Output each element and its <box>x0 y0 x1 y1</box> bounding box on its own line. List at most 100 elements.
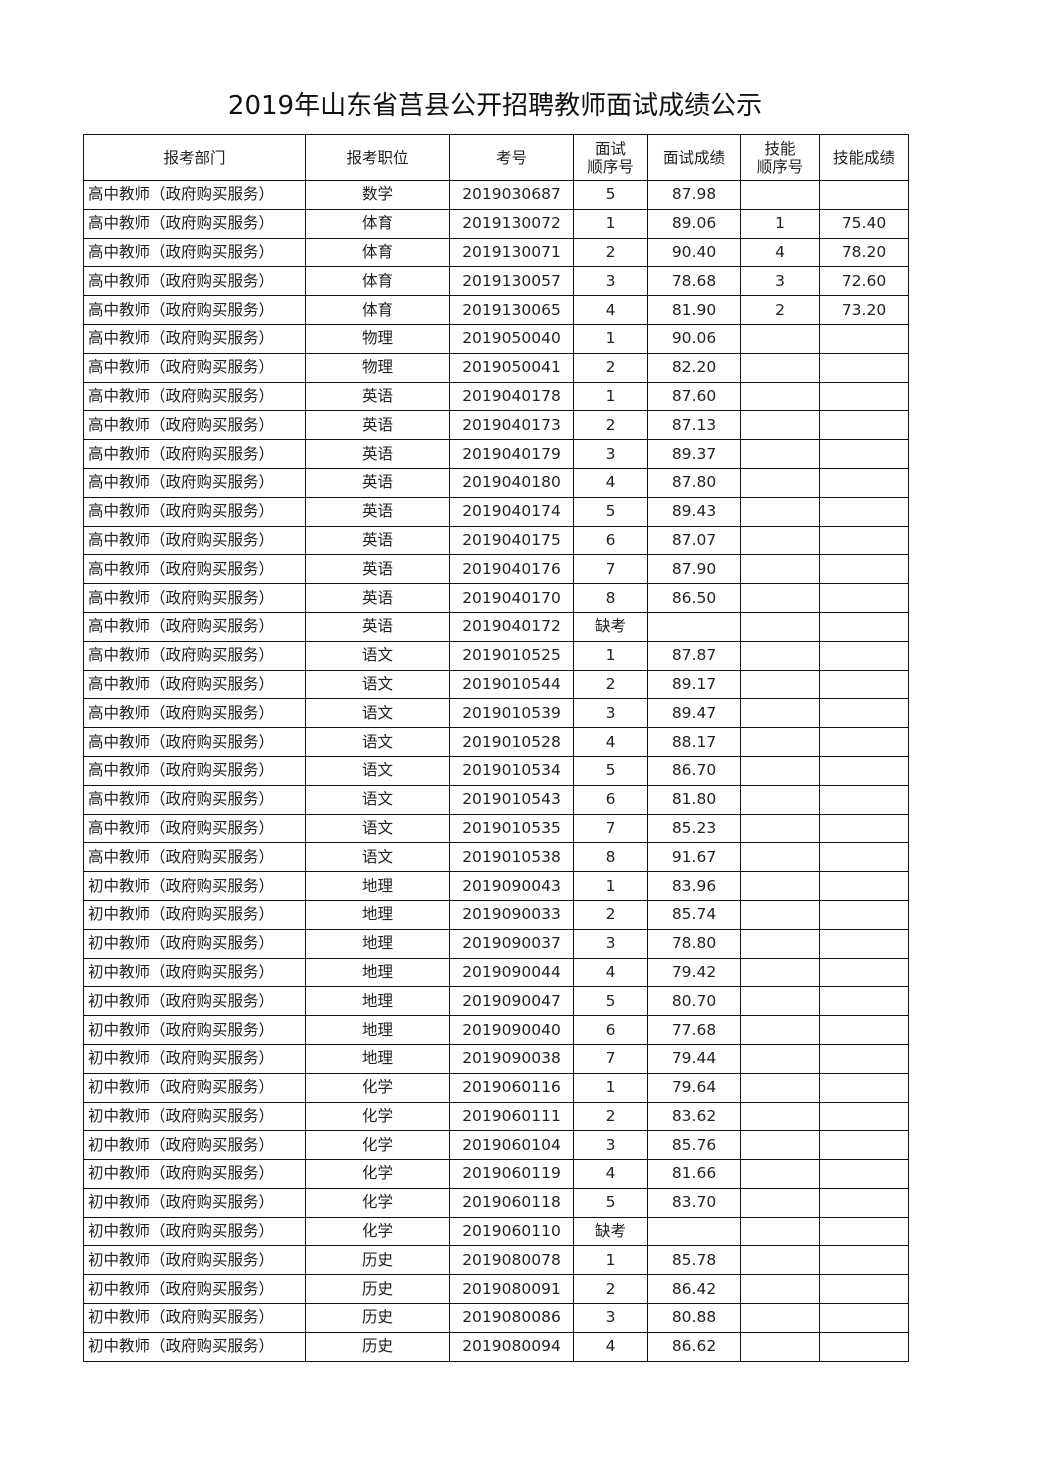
cell-position: 化学 <box>305 1159 450 1189</box>
cell-skill-score <box>819 1187 909 1218</box>
cell-skill-score <box>819 439 909 469</box>
cell-position: 物理 <box>305 352 450 383</box>
cell-skill-order <box>740 1331 820 1362</box>
cell-interview-order: 3 <box>573 928 648 959</box>
table-row: 高中教师（政府购买服务） 体育 2019130057 3 78.68 3 72.60 <box>83 266 909 297</box>
cell-interview-score: 81.66 <box>647 1159 741 1189</box>
table-row: 高中教师（政府购买服务） 语文 2019010543 6 81.80 <box>83 784 909 815</box>
cell-department: 初中教师（政府购买服务） <box>83 871 306 901</box>
cell-position: 地理 <box>305 1015 450 1045</box>
cell-department: 高中教师（政府购买服务） <box>83 237 306 268</box>
cell-skill-score <box>819 381 909 412</box>
cell-interview-order: 5 <box>573 1187 648 1218</box>
cell-exam-number: 2019090033 <box>449 899 574 930</box>
cell-position: 历史 <box>305 1274 450 1305</box>
cell-interview-score <box>647 611 741 642</box>
cell-position: 英语 <box>305 381 450 412</box>
table-row: 高中教师（政府购买服务） 英语 2019040179 3 89.37 <box>83 439 909 469</box>
cell-position: 化学 <box>305 1072 450 1103</box>
cell-position: 英语 <box>305 439 450 469</box>
cell-interview-score: 85.76 <box>647 1130 741 1161</box>
cell-interview-order: 2 <box>573 1274 648 1305</box>
cell-department: 高中教师（政府购买服务） <box>83 295 306 325</box>
cell-skill-order <box>740 986 820 1017</box>
cell-skill-order <box>740 323 820 354</box>
cell-exam-number: 2019080094 <box>449 1331 574 1362</box>
table-row: 初中教师（政府购买服务） 地理 2019090037 3 78.80 <box>83 928 909 959</box>
cell-department: 初中教师（政府购买服务） <box>83 1130 306 1161</box>
column-header-department: 报考部门 <box>83 134 306 181</box>
cell-exam-number: 2019060119 <box>449 1159 574 1189</box>
cell-skill-order <box>740 611 820 642</box>
cell-skill-order <box>740 669 820 700</box>
cell-exam-number: 2019060118 <box>449 1187 574 1218</box>
cell-skill-order <box>740 1043 820 1074</box>
table-row: 高中教师（政府购买服务） 英语 2019040178 1 87.60 <box>83 381 909 412</box>
cell-skill-order <box>740 381 820 412</box>
cell-interview-score: 86.62 <box>647 1331 741 1362</box>
cell-exam-number: 2019040178 <box>449 381 574 412</box>
column-header-interview-order: 面试 顺序号 <box>573 134 648 181</box>
cell-position: 物理 <box>305 323 450 354</box>
cell-exam-number: 2019010539 <box>449 698 574 729</box>
cell-position: 地理 <box>305 928 450 959</box>
cell-interview-score: 86.50 <box>647 583 741 613</box>
cell-skill-order <box>740 1015 820 1045</box>
cell-position: 语文 <box>305 842 450 873</box>
table-row: 高中教师（政府购买服务） 数学 2019030687 5 87.98 <box>83 180 909 210</box>
table-row: 初中教师（政府购买服务） 化学 2019060118 5 83.70 <box>83 1187 909 1218</box>
column-header-position: 报考职位 <box>305 134 450 181</box>
cell-position: 历史 <box>305 1331 450 1362</box>
cell-department: 初中教师（政府购买服务） <box>83 928 306 959</box>
cell-skill-order <box>740 410 820 441</box>
cell-exam-number: 2019030687 <box>449 180 574 210</box>
cell-department: 高中教师（政府购买服务） <box>83 410 306 441</box>
table-row: 高中教师（政府购买服务） 英语 2019040174 5 89.43 <box>83 496 909 527</box>
cell-skill-score <box>819 727 909 757</box>
cell-department: 高中教师（政府购买服务） <box>83 669 306 700</box>
cell-skill-order <box>740 1101 820 1132</box>
cell-skill-order <box>740 352 820 383</box>
cell-interview-score: 86.42 <box>647 1274 741 1305</box>
cell-skill-score <box>819 1101 909 1132</box>
cell-position: 英语 <box>305 611 450 642</box>
cell-interview-score: 87.87 <box>647 640 741 671</box>
cell-interview-order: 5 <box>573 986 648 1017</box>
cell-skill-order <box>740 439 820 469</box>
table-row: 高中教师（政府购买服务） 体育 2019130065 4 81.90 2 73.20 <box>83 295 909 325</box>
cell-skill-order <box>740 784 820 815</box>
cell-skill-score <box>819 1130 909 1161</box>
cell-interview-score: 78.68 <box>647 266 741 297</box>
cell-skill-score <box>819 698 909 729</box>
cell-skill-order <box>740 1187 820 1218</box>
cell-department: 高中教师（政府购买服务） <box>83 180 306 210</box>
table-row: 初中教师（政府购买服务） 地理 2019090038 7 79.44 <box>83 1043 909 1074</box>
cell-position: 地理 <box>305 899 450 930</box>
cell-skill-score <box>819 871 909 901</box>
cell-interview-order: 5 <box>573 180 648 210</box>
cell-department: 高中教师（政府购买服务） <box>83 611 306 642</box>
cell-skill-score <box>819 467 909 498</box>
cell-interview-order: 4 <box>573 295 648 325</box>
table-row: 初中教师（政府购买服务） 历史 2019080094 4 86.62 <box>83 1331 909 1362</box>
cell-interview-order: 3 <box>573 1303 648 1333</box>
cell-interview-order: 8 <box>573 583 648 613</box>
cell-exam-number: 2019040175 <box>449 525 574 556</box>
cell-interview-score: 86.70 <box>647 755 741 786</box>
cell-department: 高中教师（政府购买服务） <box>83 640 306 671</box>
cell-interview-order: 6 <box>573 1015 648 1045</box>
cell-position: 化学 <box>305 1187 450 1218</box>
cell-position: 英语 <box>305 554 450 585</box>
cell-interview-score: 83.70 <box>647 1187 741 1218</box>
cell-interview-score: 89.37 <box>647 439 741 469</box>
cell-interview-score: 87.13 <box>647 410 741 441</box>
cell-position: 语文 <box>305 698 450 729</box>
cell-position: 体育 <box>305 237 450 268</box>
header-row: 报考部门 报考职位 考号 面试 顺序号 面试成绩 技能 顺序号 技能成绩 <box>83 134 909 181</box>
cell-position: 英语 <box>305 583 450 613</box>
cell-skill-order <box>740 640 820 671</box>
cell-exam-number: 2019060110 <box>449 1216 574 1247</box>
cell-interview-score: 87.98 <box>647 180 741 210</box>
cell-department: 高中教师（政府购买服务） <box>83 439 306 469</box>
cell-interview-score: 79.42 <box>647 957 741 988</box>
